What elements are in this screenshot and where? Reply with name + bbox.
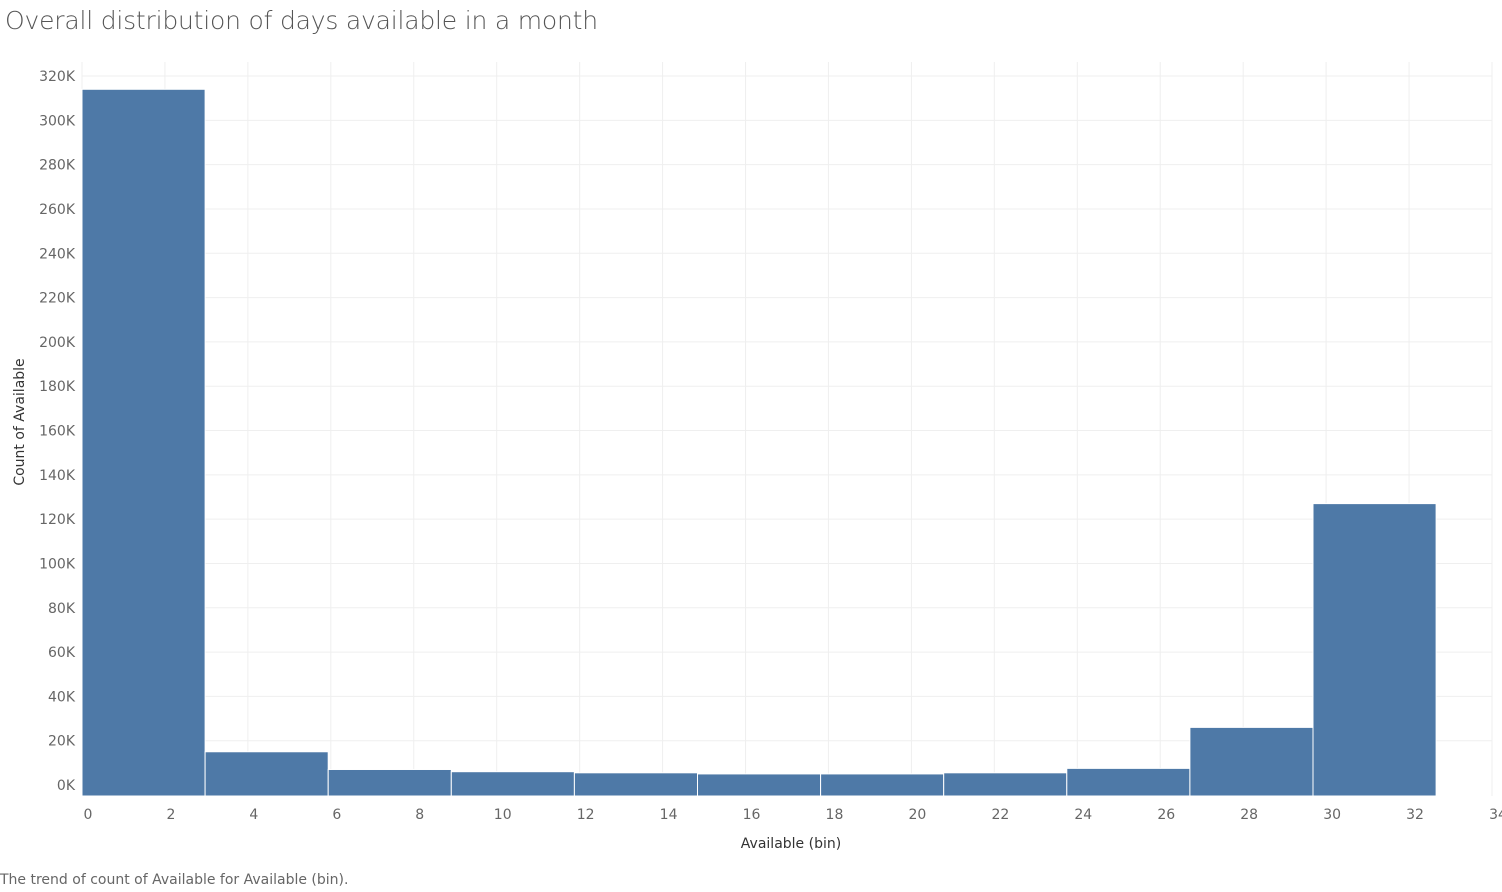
- x-tick-label: 16: [743, 807, 761, 823]
- x-tick-label: 6: [332, 807, 341, 823]
- y-axis-ticks: 0K 20K 40K 60K 80K 100K 120K 140K 160K 180K 200K 22…: [39, 69, 76, 794]
- y-tick-label: 320K: [39, 69, 76, 85]
- histogram-bar[interactable]: [81, 88, 206, 797]
- histogram-bar[interactable]: [697, 773, 822, 797]
- x-tick-label: 18: [826, 807, 844, 823]
- y-tick-label: 20K: [48, 734, 76, 750]
- x-tick-label: 0: [84, 807, 93, 823]
- y-tick-label: 180K: [39, 379, 76, 395]
- x-tick-label: 20: [908, 807, 926, 823]
- x-tick-label: 30: [1323, 807, 1341, 823]
- histogram-bar[interactable]: [450, 771, 575, 797]
- x-tick-label: 4: [249, 807, 258, 823]
- histogram-bar[interactable]: [1066, 767, 1191, 797]
- y-tick-label: 0K: [57, 778, 76, 794]
- x-tick-label: 34: [1489, 807, 1502, 823]
- y-tick-label: 160K: [39, 424, 76, 440]
- x-tick-label: 26: [1157, 807, 1175, 823]
- y-tick-label: 40K: [48, 689, 76, 705]
- y-tick-label: 120K: [39, 512, 76, 528]
- x-tick-label: 12: [577, 807, 595, 823]
- histogram-bar[interactable]: [204, 751, 329, 797]
- x-axis-ticks: 0246810121416182022242628303234: [84, 807, 1502, 823]
- histogram-bar[interactable]: [943, 772, 1068, 797]
- x-tick-label: 10: [494, 807, 512, 823]
- y-tick-label: 240K: [39, 246, 76, 262]
- x-tick-label: 14: [660, 807, 678, 823]
- chart-caption: The trend of count of Available for Avai…: [0, 872, 349, 888]
- x-axis-title: Available (bin): [741, 836, 841, 852]
- histogram-bar[interactable]: [327, 768, 452, 797]
- y-tick-label: 80K: [48, 601, 76, 617]
- y-tick-label: 140K: [39, 468, 76, 484]
- x-tick-label: 22: [991, 807, 1009, 823]
- y-tick-label: 200K: [39, 335, 76, 351]
- gridlines: [81, 62, 1493, 796]
- x-tick-label: 2: [166, 807, 175, 823]
- x-tick-label: 32: [1406, 807, 1424, 823]
- y-tick-label: 220K: [39, 291, 76, 307]
- x-tick-label: 8: [415, 807, 424, 823]
- y-tick-label: 300K: [39, 113, 76, 129]
- y-tick-label: 100K: [39, 556, 76, 572]
- x-tick-label: 28: [1240, 807, 1258, 823]
- y-axis-title: Count of Available: [12, 358, 28, 485]
- y-tick-label: 280K: [39, 158, 76, 174]
- y-tick-label: 260K: [39, 202, 76, 218]
- chart-title: Overall distribution of days available i…: [5, 6, 598, 35]
- x-tick-label: 24: [1074, 807, 1092, 823]
- histogram-bar[interactable]: [1312, 503, 1437, 797]
- histogram-bar[interactable]: [573, 772, 699, 797]
- histogram-bar[interactable]: [1189, 726, 1314, 797]
- bars: [81, 88, 1437, 797]
- y-tick-label: 60K: [48, 645, 76, 661]
- histogram-bar[interactable]: [820, 773, 945, 797]
